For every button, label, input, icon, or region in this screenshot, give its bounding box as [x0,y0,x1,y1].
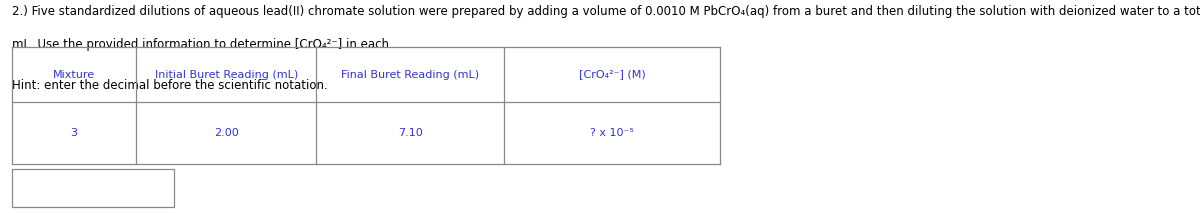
Text: Final Buret Reading (mL): Final Buret Reading (mL) [341,70,479,79]
Text: Mixture: Mixture [53,70,95,79]
Bar [12,169,174,207]
Text: 2.00: 2.00 [214,128,239,138]
Text: 3: 3 [71,128,78,138]
Text: mL. Use the provided information to determine [CrO₄²⁻] in each.: mL. Use the provided information to dete… [12,38,392,51]
Text: ? x 10⁻⁵: ? x 10⁻⁵ [590,128,634,138]
Text: [CrO₄²⁻] (M): [CrO₄²⁻] (M) [578,70,646,79]
Text: 2.) Five standardized dilutions of aqueous lead(II) chromate solution were prepa: 2.) Five standardized dilutions of aqueo… [12,5,1200,18]
Text: Initial Buret Reading (mL): Initial Buret Reading (mL) [155,70,298,79]
Text: 7.10: 7.10 [398,128,422,138]
Text: Hint: enter the decimal before the scientific notation.: Hint: enter the decimal before the scien… [12,79,328,92]
Bar [12,47,720,164]
